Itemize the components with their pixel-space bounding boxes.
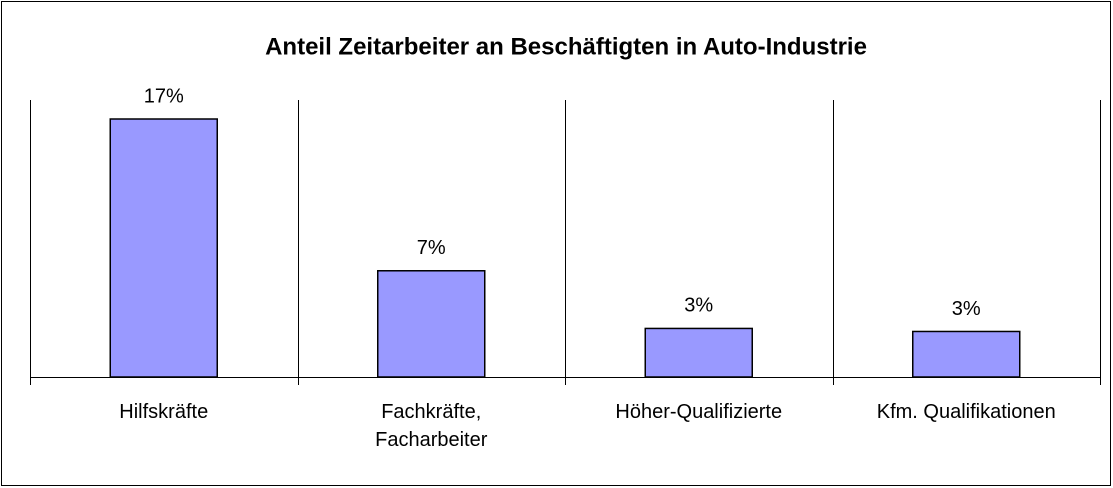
x-tick-label: Höher-Qualifizierte bbox=[615, 401, 783, 423]
bar bbox=[644, 327, 753, 378]
value-label: 17% bbox=[144, 85, 184, 107]
x-tick-label: Fachkräfte, Facharbeiter bbox=[375, 401, 488, 451]
bar bbox=[377, 270, 486, 378]
value-label: 3% bbox=[684, 295, 713, 317]
x-tick-label: Hilfskräfte bbox=[119, 401, 209, 423]
chart-title: Anteil Zeitarbeiter an Beschäftigten in … bbox=[265, 33, 867, 60]
value-label: 3% bbox=[952, 298, 981, 320]
value-label: 7% bbox=[417, 237, 446, 259]
bar bbox=[912, 330, 1021, 378]
bar bbox=[109, 118, 218, 378]
x-tick-label: Kfm. Qualifikationen bbox=[876, 401, 1056, 423]
